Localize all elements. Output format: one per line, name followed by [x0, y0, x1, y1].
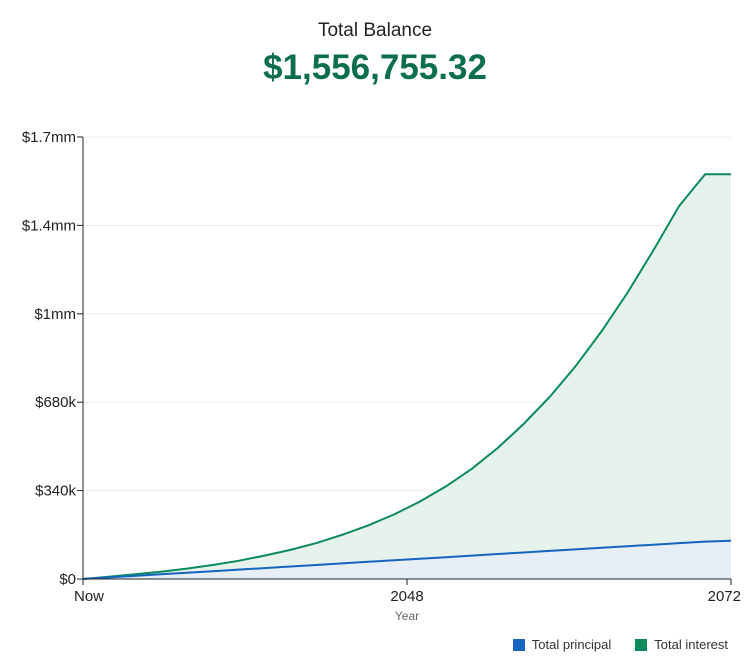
legend-item-principal[interactable]: Total principal: [512, 637, 612, 652]
x-tick-label: 2048: [390, 588, 423, 605]
y-tick-label: $680k: [35, 394, 76, 411]
header: Total Balance $1,556,755.32: [0, 18, 750, 90]
legend-label-interest: Total interest: [654, 637, 728, 652]
total-balance-value: $1,556,755.32: [263, 48, 487, 87]
x-tick-label: Now: [74, 588, 104, 605]
legend-swatch-principal: [512, 638, 525, 651]
y-tick-label: $0: [59, 571, 76, 588]
legend: Total principal Total interest: [512, 637, 728, 652]
interest-line: [82, 173, 731, 580]
interest-area: [83, 174, 731, 579]
legend-label-principal: Total principal: [531, 637, 612, 652]
y-tick-label: $1.4mm: [22, 217, 76, 234]
y-tick-label: $1.7mm: [22, 129, 76, 146]
y-tick-label: $340k: [35, 483, 76, 500]
y-tick-label: $1mm: [34, 306, 76, 323]
chart-title: Total Balance: [317, 20, 433, 41]
legend-swatch-interest: [635, 638, 648, 651]
legend-item-interest[interactable]: Total interest: [635, 637, 728, 652]
x-axis-label: Year: [395, 609, 419, 623]
x-tick-label: 2072: [708, 588, 741, 605]
principal-line: [82, 539, 732, 580]
